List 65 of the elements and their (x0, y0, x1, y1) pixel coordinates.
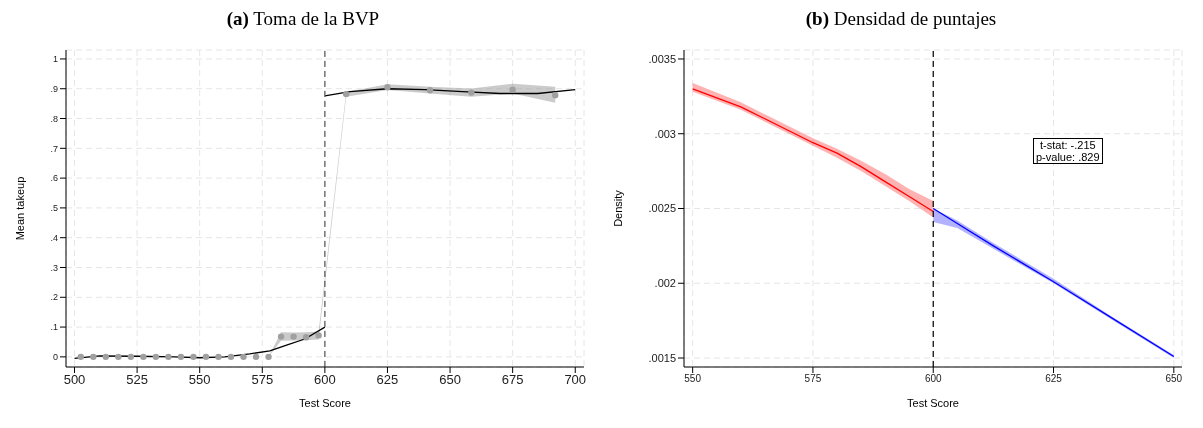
y-tick-label: .6 (50, 173, 58, 184)
y-tick-label: .7 (50, 143, 58, 154)
point (342, 90, 350, 98)
point (102, 353, 110, 361)
point (315, 332, 322, 339)
y-tick-label: 0 (52, 352, 58, 363)
point (426, 87, 434, 94)
point (384, 84, 391, 91)
y-tick-label: .5 (50, 203, 58, 214)
annotation: t-stat: -.215 (1039, 139, 1097, 151)
point (140, 353, 147, 361)
x-tick-label: 600 (924, 373, 943, 385)
point (277, 333, 285, 340)
chart-title: (b) Densidad de puntajes (804, 8, 998, 31)
y-tick-label: .0015 (648, 351, 676, 364)
point (152, 353, 160, 361)
x-axis-title: Test Score (907, 397, 959, 409)
y-tick-label: .2 (50, 292, 58, 303)
y-tick-label: .8 (50, 113, 58, 124)
point (215, 353, 222, 361)
point (202, 353, 210, 361)
point (127, 353, 135, 361)
y-tick-label: .1 (50, 322, 58, 333)
y-tick-label: .002 (654, 277, 676, 290)
x-tick-label: 575 (804, 373, 822, 385)
x-tick-label: 650 (439, 372, 461, 388)
x-tick-label: 600 (314, 372, 336, 388)
point (265, 353, 272, 361)
x-tick-label: 675 (501, 372, 524, 388)
x-tick-label: 625 (1045, 373, 1063, 385)
x-tick-label: 525 (126, 372, 148, 388)
chart-title: (a) Toma de la BVP (225, 8, 381, 31)
y-axis-title: Mean takeup (13, 176, 26, 241)
y-tick-label: .3 (50, 262, 58, 273)
y-axis-title: Density (611, 189, 624, 227)
x-axis-title: Test Score (299, 397, 351, 409)
point (90, 353, 97, 361)
y-tick-label: .0025 (648, 202, 676, 215)
x-tick-label: 625 (376, 372, 399, 388)
y-tick-label: .9 (50, 83, 58, 94)
y-tick-label: 1 (52, 54, 58, 65)
y-tick-label: .003 (654, 127, 676, 140)
point (290, 333, 297, 340)
point (552, 92, 559, 99)
line-series (73, 326, 326, 360)
x-tick-label: 700 (564, 372, 587, 388)
x-tick-label: 575 (251, 372, 274, 388)
x-tick-label: 550 (684, 373, 702, 385)
x-tick-label: 500 (63, 372, 86, 388)
point (227, 353, 235, 361)
y-tick-label: .4 (50, 232, 58, 243)
x-tick-label: 550 (188, 372, 211, 388)
point (240, 353, 247, 361)
point (252, 353, 260, 361)
point (509, 86, 516, 93)
x-tick-label: 650 (1165, 373, 1183, 385)
point (190, 353, 197, 361)
y-tick-label: .0035 (648, 52, 676, 65)
point (468, 89, 475, 96)
point (165, 353, 172, 361)
annotation: p-value: .829 (1036, 151, 1100, 163)
point (77, 353, 84, 361)
point (302, 334, 310, 341)
point (115, 353, 122, 361)
point (177, 353, 185, 361)
